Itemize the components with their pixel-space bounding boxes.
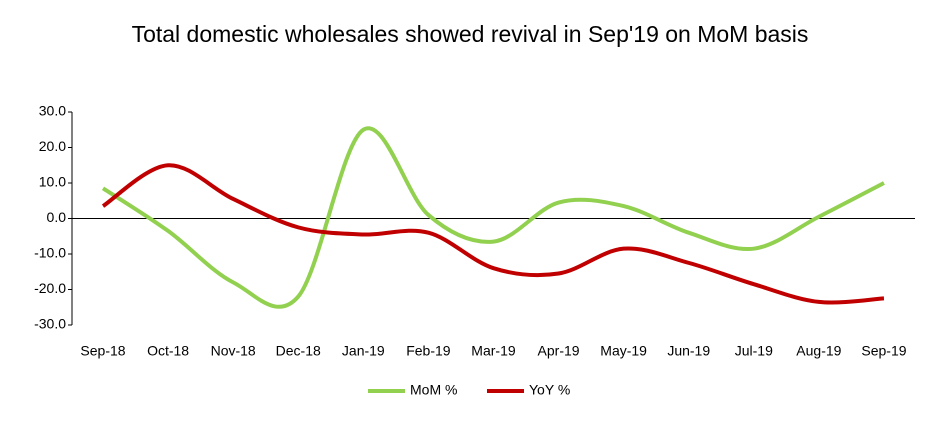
x-tick-label: Jan-19 <box>342 343 385 359</box>
x-tick-label: Feb-19 <box>406 343 451 359</box>
y-tick-label: 10.0 <box>39 174 66 190</box>
x-tick-label: Aug-19 <box>796 343 841 359</box>
y-tick-label: -10.0 <box>34 245 66 261</box>
y-tick-label: -30.0 <box>34 316 66 332</box>
chart-title: Total domestic wholesales showed revival… <box>131 21 809 47</box>
x-tick-label: Sep-19 <box>861 343 906 359</box>
x-tick-label: Dec-18 <box>276 343 321 359</box>
x-tick-label: May-19 <box>600 343 647 359</box>
y-tick-label: 30.0 <box>39 103 66 119</box>
legend-label: MoM % <box>410 382 457 398</box>
x-tick-label: Jun-19 <box>667 343 710 359</box>
series-line <box>101 126 885 309</box>
y-tick-label: 20.0 <box>39 138 66 154</box>
x-tick-label: Apr-19 <box>538 343 580 359</box>
x-tick-label: Nov-18 <box>211 343 256 359</box>
x-tick-label: Jul-19 <box>735 343 773 359</box>
x-tick-label: Sep-18 <box>80 343 125 359</box>
x-tick-label: Oct-18 <box>147 343 189 359</box>
y-tick-label: 0.0 <box>47 209 67 225</box>
legend-label: YoY % <box>529 382 570 398</box>
series-line <box>101 163 885 305</box>
x-tick-label: Mar-19 <box>471 343 516 359</box>
y-tick-label: -20.0 <box>34 280 66 296</box>
